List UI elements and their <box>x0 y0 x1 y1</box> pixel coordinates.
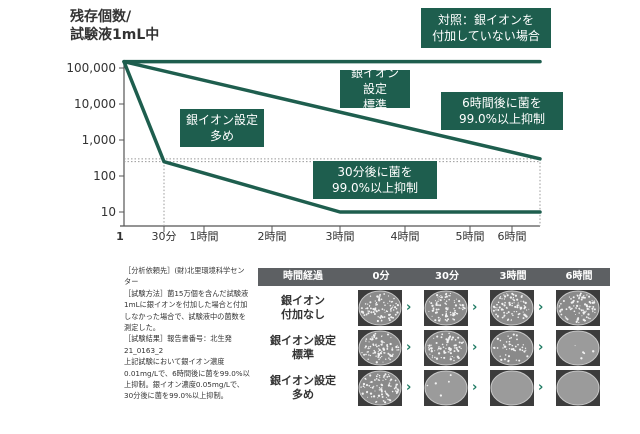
x-tick-label: 5時間 <box>456 230 485 243</box>
chevron-right-icon: › <box>406 300 412 315</box>
header-6h: 6時間 <box>565 271 593 282</box>
dish-image <box>424 330 468 366</box>
note-result-id: ［試験結果］報告書番号：北生発21_0163_2 <box>124 334 232 355</box>
series-line-1 <box>122 59 542 161</box>
dish-image <box>490 290 534 326</box>
dish-image <box>556 370 600 406</box>
culture-dish <box>358 290 402 326</box>
dish-image <box>424 290 468 326</box>
culture-dish <box>490 290 534 326</box>
x-tick-label: 30分 <box>152 230 177 243</box>
culture-table-header: 時間経過 0分 30分 3時間 6時間 <box>258 268 610 286</box>
note-method: ［試験方法］菌15万個を含んだ試験液1mLに銀イオンを付加した場合と付加しなかっ… <box>124 288 249 333</box>
callout-control: 対照：銀イオンを 付加していない場合 <box>421 8 551 48</box>
row-label-standard: 銀イオン設定 標準 <box>270 334 336 361</box>
note-result: 上記試験において銀イオン濃度0.01mg/Lで、6時間後に菌を99.0%以上抑制… <box>124 357 250 401</box>
culture-dish <box>556 370 600 406</box>
culture-dish <box>424 290 468 326</box>
dish-image <box>490 370 534 406</box>
chevron-right-icon: › <box>538 300 544 315</box>
culture-dish <box>556 330 600 366</box>
callout-standard: 銀イオン設定 標準 <box>340 66 410 112</box>
note-analyst: ［分析依頼先］(財)北里環境科学センター <box>124 266 245 287</box>
x-tick-label: 4時間 <box>391 230 420 243</box>
chevron-right-icon: › <box>472 340 478 355</box>
x-tick-label: 1 <box>116 230 124 243</box>
y-tick-label: 10,000 <box>74 97 116 111</box>
chart-series <box>122 59 542 214</box>
callout-6h-result: 6時間後に菌を 99.0%以上抑制 <box>441 92 563 130</box>
dish-image <box>358 330 402 366</box>
row-label-none: 銀イオン 付加なし <box>281 294 325 321</box>
header-0min: 0分 <box>372 271 390 282</box>
x-tick-label: 1時間 <box>190 230 219 243</box>
dish-image <box>556 290 600 326</box>
x-tick-label: 6時間 <box>498 230 527 243</box>
culture-dish <box>424 330 468 366</box>
chevron-right-icon: › <box>406 340 412 355</box>
culture-dish <box>490 330 534 366</box>
dish-image <box>358 370 402 406</box>
culture-dish <box>490 370 534 406</box>
x-tick-labels: 1 30分 1時間 2時間 3時間 4時間 5時間 6時間 <box>116 226 527 243</box>
x-tick-label: 3時間 <box>326 230 355 243</box>
header-time: 時間経過 <box>283 271 323 282</box>
culture-dish <box>556 290 600 326</box>
dish-image <box>424 370 468 406</box>
chevron-right-icon: › <box>472 380 478 395</box>
chevron-right-icon: › <box>472 300 478 315</box>
test-notes: ［分析依頼先］(財)北里環境科学センター ［試験方法］菌15万個を含んだ試験液1… <box>124 265 250 402</box>
y-tick-label: 100,000 <box>66 61 116 75</box>
series-line-2 <box>122 59 542 214</box>
culture-dish <box>424 370 468 406</box>
y-tick-label: 100 <box>93 169 116 183</box>
y-axis-title: 残存個数/ 試験液1mL中 <box>70 9 160 43</box>
chart-plot: 100,000 10,000 1,000 100 10 1 30分 1時間 2時間 3時間 4時間… <box>66 59 542 243</box>
dish-image <box>490 330 534 366</box>
header-30min: 30分 <box>435 271 459 282</box>
culture-table: 時間経過 0分 30分 3時間 6時間 銀イオン 付加なし 銀イオン設定 標準 … <box>258 268 610 416</box>
y-tick-labels: 100,000 10,000 1,000 100 10 <box>66 61 124 219</box>
culture-dish <box>358 370 402 406</box>
y-tick-label: 1,000 <box>82 133 116 147</box>
callout-30min-result: 30分後に菌を 99.0%以上抑制 <box>313 161 437 199</box>
y-tick-label: 10 <box>101 205 116 219</box>
culture-dish <box>358 330 402 366</box>
chevron-right-icon: › <box>406 380 412 395</box>
chevron-right-icon: › <box>538 380 544 395</box>
chevron-right-icon: › <box>538 340 544 355</box>
x-tick-label: 2時間 <box>258 230 287 243</box>
callout-high: 銀イオン設定 多め <box>180 109 264 147</box>
dish-image <box>556 330 600 366</box>
dish-image <box>358 290 402 326</box>
header-3h: 3時間 <box>499 271 527 282</box>
row-label-high: 銀イオン設定 多め <box>270 374 336 401</box>
